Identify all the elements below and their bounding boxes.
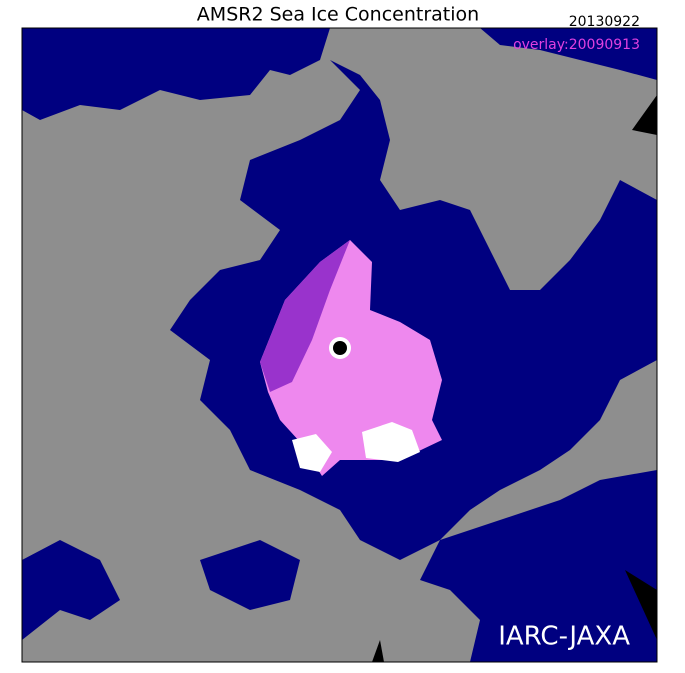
date-label: 20130922 — [569, 14, 640, 30]
overlay-label: overlay:20090913 — [513, 37, 640, 53]
no-data — [632, 95, 657, 135]
map-title: AMSR2 Sea Ice Concentration — [197, 4, 479, 26]
ocean — [22, 540, 120, 640]
ocean — [420, 470, 657, 662]
credit: IARC-JAXA — [498, 622, 630, 652]
ice-patch — [362, 422, 420, 462]
pole-hole — [333, 341, 347, 355]
overlay-ice-edge — [260, 240, 350, 392]
map — [21, 27, 658, 663]
map-border — [21, 27, 658, 663]
ocean — [200, 540, 300, 610]
no-data — [372, 640, 384, 662]
ocean — [480, 28, 657, 80]
arctic-ocean — [170, 60, 657, 560]
no-data — [625, 570, 657, 640]
ocean — [22, 28, 330, 120]
ice-patch — [292, 434, 332, 472]
